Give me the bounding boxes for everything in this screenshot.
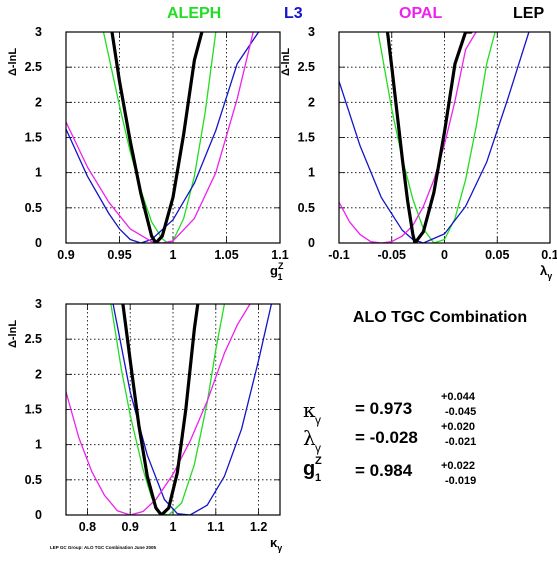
- x-tick-label: -0.1: [328, 248, 350, 262]
- g1z-value: = 0.984: [355, 461, 413, 480]
- x-tick-label: 0: [441, 248, 448, 262]
- plot-g1z: 0.9 0.95 1 1.05 1.1 0 0.5 1 1.5 2 2.5 3 Δ-lnL gZ 1: [7, 25, 289, 282]
- x-tick-label: 0.9: [122, 520, 139, 534]
- y-tick-label: 2: [308, 95, 315, 109]
- plot-frame: [65, 303, 281, 516]
- series-l3-line: [339, 32, 530, 243]
- series-opal-line: [66, 32, 254, 243]
- y-tick-label: 1.5: [298, 131, 315, 145]
- y-tick-label: 0.5: [25, 473, 42, 487]
- lambda-err-plus: +0.020: [441, 421, 475, 433]
- grid: [66, 304, 280, 515]
- kappa-value: = 0.973: [355, 399, 412, 418]
- series-aleph-line: [102, 32, 217, 243]
- g1z-err-plus: +0.022: [441, 460, 475, 472]
- kappa-subscript: γ: [315, 413, 321, 427]
- plot-lambda-gamma: -0.1 -0.05 0 0.05 0.1 0 0.5 1 1.5 2 2.5 3 Δ-lnL λγ: [280, 25, 557, 281]
- y-axis-label: Δ-lnL: [7, 48, 19, 76]
- x-tick-label: 0.95: [107, 248, 131, 262]
- x-axis-label: λγ: [540, 263, 552, 281]
- y-tick-label: 2.5: [298, 60, 315, 74]
- y-tick-label: 2.5: [25, 60, 42, 74]
- lambda-symbol: λ: [303, 426, 316, 450]
- footnote: LEP GC Group: ALO TGC Combination June 2…: [50, 545, 157, 550]
- lambda-err-minus: -0.021: [445, 436, 476, 448]
- y-axis-label: Δ-lnL: [7, 320, 19, 348]
- y-tick-label: 0: [35, 236, 42, 250]
- x-tick-label: 0.1: [541, 248, 557, 262]
- kappa-err-plus: +0.044: [441, 391, 476, 403]
- x-tick-label: 1.1: [207, 520, 224, 534]
- series-l3-line: [66, 32, 260, 243]
- y-tick-label: 1: [308, 166, 315, 180]
- x-tick-label: 0.9: [57, 248, 74, 262]
- x-axis-label: gZ 1: [270, 261, 284, 282]
- legend-opal: OPAL: [399, 5, 442, 22]
- result-lambda: λ γ = -0.028 +0.020 -0.021: [303, 421, 476, 455]
- y-tick-label: 3: [308, 25, 315, 39]
- y-tick-label: 3: [35, 297, 42, 311]
- combination-title: ALO TGC Combination: [353, 309, 527, 326]
- plot-kappa-gamma: 0.8 0.9 1 1.1 1.2 0 0.5 1 1.5 2 2.5 3 Δ-lnL κγ: [7, 297, 282, 553]
- y-tick-label: 1.5: [25, 131, 42, 145]
- y-tick-label: 0: [35, 508, 42, 522]
- g1z-superscript: Z: [315, 455, 322, 467]
- series-opal-line: [339, 32, 477, 243]
- plot-frame: [65, 31, 281, 244]
- result-kappa: κ γ = 0.973 +0.044 -0.045: [303, 391, 476, 427]
- x-tick-label: 0.05: [485, 248, 509, 262]
- y-tick-label: 3: [35, 25, 42, 39]
- legend-l3: L3: [284, 5, 303, 22]
- y-tick-label: 2: [35, 95, 42, 109]
- legend-aleph: ALEPH: [167, 5, 221, 22]
- plot-frame: [338, 31, 551, 244]
- kappa-symbol: κ: [303, 398, 316, 422]
- x-tick-label: -0.05: [378, 248, 407, 262]
- series-opal-line: [66, 304, 251, 515]
- legend: ALEPH L3 OPAL LEP: [167, 5, 544, 22]
- x-tick-label: 1: [170, 520, 177, 534]
- x-tick-label: 1: [170, 248, 177, 262]
- x-axis-label: κγ: [270, 535, 282, 553]
- g1z-subscript: 1: [315, 472, 321, 484]
- y-tick-label: 1.5: [25, 403, 42, 417]
- x-tick-label: 1.1: [271, 248, 288, 262]
- grid: [66, 32, 280, 243]
- y-tick-label: 1: [35, 166, 42, 180]
- series-aleph-line: [110, 304, 226, 515]
- y-tick-label: 0: [308, 236, 315, 250]
- x-tick-label: 1.05: [214, 248, 238, 262]
- series-lep-line: [385, 32, 473, 243]
- series-lep-line: [110, 32, 204, 243]
- result-g1z: g 1 Z = 0.984 +0.022 -0.019: [303, 455, 476, 487]
- y-tick-label: 0.5: [298, 201, 315, 215]
- legend-lep: LEP: [513, 5, 544, 22]
- kappa-err-minus: -0.045: [445, 406, 476, 418]
- lambda-subscript: γ: [315, 441, 321, 455]
- x-tick-label: 0.8: [79, 520, 96, 534]
- y-tick-label: 1: [35, 438, 42, 452]
- series-lep-line: [121, 304, 200, 515]
- g1z-symbol: g: [303, 458, 315, 480]
- lambda-value: = -0.028: [355, 428, 418, 447]
- x-tick-label: 1.2: [250, 520, 267, 534]
- y-axis-label: Δ-lnL: [280, 48, 292, 76]
- g1z-err-minus: -0.019: [445, 475, 476, 487]
- y-tick-label: 0.5: [25, 201, 42, 215]
- y-tick-label: 2.5: [25, 332, 42, 346]
- y-tick-label: 2: [35, 367, 42, 381]
